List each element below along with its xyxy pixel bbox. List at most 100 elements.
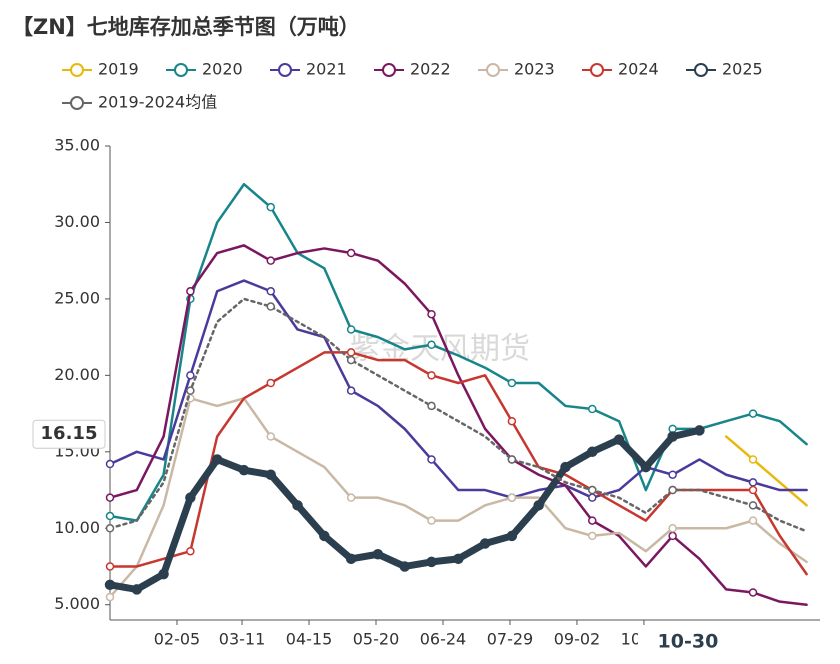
legend-item: 2020 [166,60,243,79]
point [588,531,597,541]
point [372,549,384,560]
point [104,579,116,591]
series-line [108,279,808,499]
crosshair-y-box [32,419,106,449]
legend-marker [694,63,708,77]
point [588,516,597,525]
x-tick-label: 06-24 [420,630,467,649]
point [667,431,678,442]
legend-item: 2025 [686,60,763,79]
point [186,371,195,380]
point [588,485,597,495]
legend-marker [486,63,500,77]
point [748,478,758,487]
point [105,524,115,533]
legend-label: 2019 [98,60,139,79]
chart-title: 【ZN】七地库存加总季节图（万吨） [12,15,360,39]
point [266,302,276,311]
point [346,325,356,334]
legend-marker [70,96,84,110]
y-tick-label: 30.00 [54,212,100,231]
point [105,511,115,521]
point [105,562,115,571]
legend-label: 2025 [722,60,763,79]
crosshair-x-box [637,626,738,656]
x-tick-label: 03-11 [219,630,266,649]
point [668,485,677,495]
point [427,516,436,525]
legend-label: 2021 [306,60,347,79]
legend-item: 2019 [62,60,139,79]
series-line [108,297,808,533]
point [266,287,276,296]
point [533,500,544,511]
point [426,556,437,568]
point [105,592,115,602]
point [265,469,277,480]
point [186,287,195,296]
point [158,568,169,580]
series-line [724,435,808,507]
crosshair-y-label: 16.15 [41,423,98,444]
legend-label: 2022 [410,60,451,79]
point [105,459,115,469]
x-tick-label: 02-05 [154,630,201,649]
point [346,493,356,502]
point [588,493,597,502]
point [613,434,625,445]
y-tick-label: 20.00 [54,365,100,384]
point [507,493,517,502]
y-tick-label: 35.00 [54,136,100,155]
point [560,461,571,473]
point [668,531,677,541]
point [668,524,677,533]
point [346,386,356,395]
x-tick-label: 05-20 [353,630,400,649]
point [427,309,436,319]
point [453,553,464,565]
point [185,492,196,503]
point [506,530,518,542]
legend-marker [278,63,292,77]
legend-marker [174,63,188,77]
point [479,538,491,549]
point [427,371,436,380]
point [105,493,115,502]
point [266,202,276,212]
point [346,248,356,258]
legend-item: 2024 [582,60,659,79]
point [748,588,758,597]
legend-label: 2019-2024均值 [98,93,217,112]
point [292,500,303,511]
point [640,461,652,473]
point [427,340,436,350]
point [319,530,330,542]
crosshair-x-label: 10-30 [658,631,719,653]
point [211,454,223,465]
legend-label: 2023 [514,60,555,79]
point [346,348,356,357]
point [399,561,410,572]
point [131,584,143,595]
point [748,516,758,525]
legend-marker [70,63,84,77]
point [427,455,436,464]
point [238,464,250,476]
point [345,553,357,565]
legend-item: 2023 [478,60,555,79]
x-tick-label: 09-02 [554,630,601,649]
point [427,401,436,411]
series-line [108,397,808,599]
legend-label: 2024 [618,60,659,79]
x-tick-label: 07-29 [487,630,534,649]
point [507,416,517,426]
point [186,386,195,395]
y-tick-label: 10.00 [54,518,100,537]
point [668,470,677,479]
x-tick-label: 04-15 [286,630,333,649]
point [748,455,758,464]
legend-item: 2022 [374,60,451,79]
point [266,378,276,388]
point [266,432,276,441]
